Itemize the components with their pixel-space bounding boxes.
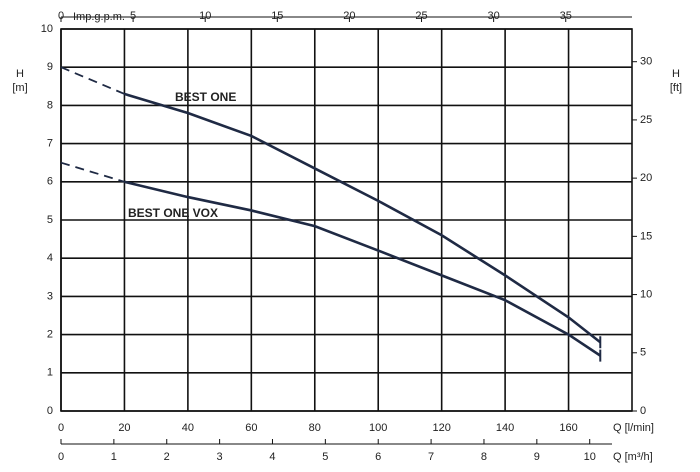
x-tick-label: 120 <box>432 422 450 434</box>
x-tick-label: 20 <box>118 422 130 434</box>
y-tick-label: 1 <box>47 367 53 379</box>
y2-tick-label: 20 <box>640 172 652 184</box>
x3-tick-label: 5 <box>322 451 328 463</box>
curve-extrapolation <box>60 161 125 183</box>
y2-label: H [ft] <box>670 68 682 94</box>
y-tick-label: 0 <box>47 405 53 417</box>
y-tick-label: 3 <box>47 290 53 302</box>
curve <box>124 92 602 344</box>
y-label: H [m] <box>12 68 27 94</box>
x3-tick-label: 2 <box>164 451 170 463</box>
y-tick-label: 9 <box>47 61 53 73</box>
x2-label: Imp.g.p.m. <box>73 11 125 23</box>
x3-tick-label: 1 <box>111 451 117 463</box>
x-tick-label: 0 <box>58 422 64 434</box>
x-tick-label: 40 <box>182 422 194 434</box>
y-tick-label: 10 <box>41 23 53 35</box>
x3-tick-label: 9 <box>534 451 540 463</box>
y-tick-label: 4 <box>47 252 53 264</box>
series-label: BEST ONE VOX <box>128 206 218 220</box>
x3-tick-label: 4 <box>269 451 275 463</box>
y-tick-label: 5 <box>47 214 53 226</box>
x3-tick-label: 8 <box>481 451 487 463</box>
y2-tick-label: 0 <box>640 405 646 417</box>
curve <box>124 180 601 357</box>
y2-tick-label: 25 <box>640 114 652 126</box>
x2-tick-label: 35 <box>560 10 572 22</box>
x-tick-label: 80 <box>309 422 321 434</box>
x2-tick-label: 5 <box>130 10 136 22</box>
x3-tick-label: 0 <box>58 451 64 463</box>
x2-tick-label: 0 <box>58 10 64 22</box>
y2-tick-label: 30 <box>640 56 652 68</box>
x-tick-label: 160 <box>559 422 577 434</box>
x-tick-label: 60 <box>245 422 257 434</box>
y2-tick-label: 10 <box>640 288 652 300</box>
x2-tick-label: 30 <box>488 10 500 22</box>
x-tick-label: 140 <box>496 422 514 434</box>
y-tick-label: 8 <box>47 99 53 111</box>
x3-tick-label: 7 <box>428 451 434 463</box>
x3-tick-label: 6 <box>375 451 381 463</box>
x3-tick-label: 10 <box>584 451 596 463</box>
x2-tick-label: 20 <box>343 10 355 22</box>
curve-extrapolation <box>60 66 125 95</box>
y-tick-label: 2 <box>47 329 53 341</box>
x2-tick-label: 25 <box>415 10 427 22</box>
y-tick-label: 6 <box>47 176 53 188</box>
x3-label: Q [m³/h] <box>613 451 653 463</box>
x-tick-label: 100 <box>369 422 387 434</box>
series-label: BEST ONE <box>175 90 236 104</box>
y2-tick-label: 5 <box>640 347 646 359</box>
x2-tick-label: 15 <box>271 10 283 22</box>
x3-tick-label: 3 <box>217 451 223 463</box>
y-tick-label: 7 <box>47 138 53 150</box>
y2-tick-label: 15 <box>640 230 652 242</box>
x-label: Q [l/min] <box>613 422 654 434</box>
x2-tick-label: 10 <box>199 10 211 22</box>
